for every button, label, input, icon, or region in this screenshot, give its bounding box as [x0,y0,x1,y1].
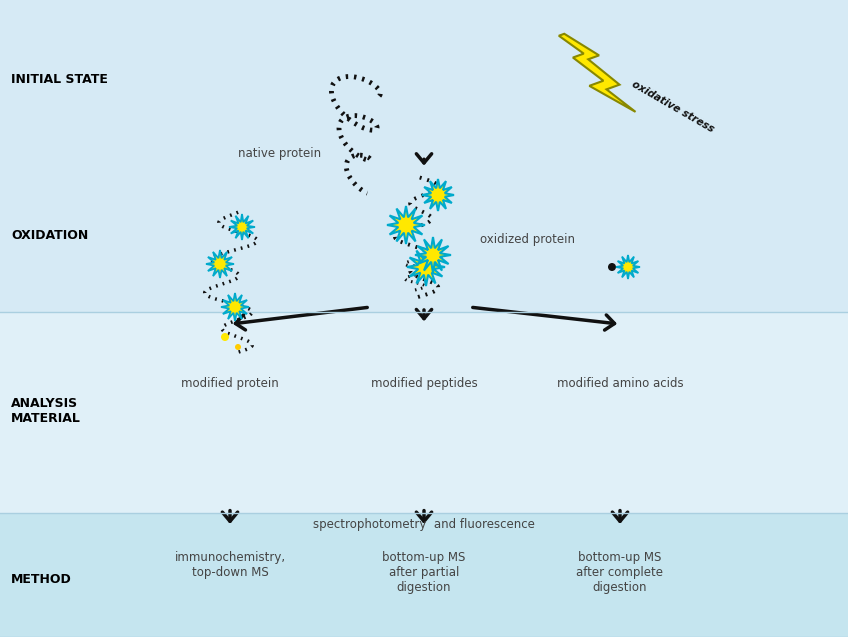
Polygon shape [559,34,635,112]
Circle shape [608,263,616,271]
Polygon shape [407,248,445,286]
Text: bottom-up MS
after partial
digestion: bottom-up MS after partial digestion [382,551,466,594]
Polygon shape [415,237,451,273]
Text: oxidized protein: oxidized protein [480,233,575,245]
Polygon shape [422,179,454,211]
Text: modified amino acids: modified amino acids [556,377,683,390]
Polygon shape [221,293,249,321]
Text: spectrophotometry  and fluorescence: spectrophotometry and fluorescence [313,518,535,531]
Circle shape [221,333,229,341]
Polygon shape [616,255,640,279]
Text: bottom-up MS
after complete
digestion: bottom-up MS after complete digestion [577,551,663,594]
Bar [0,162,848,312]
Text: native protein: native protein [238,147,321,160]
Text: immunochemistry,
top-down MS: immunochemistry, top-down MS [175,551,286,579]
Polygon shape [229,214,255,240]
Polygon shape [387,206,425,244]
Bar [0,312,848,513]
Text: ANALYSIS
MATERIAL: ANALYSIS MATERIAL [11,397,81,425]
Text: METHOD: METHOD [11,573,72,586]
Bar [0,0,848,162]
Text: oxidative stress: oxidative stress [630,80,716,134]
Polygon shape [206,250,234,278]
Text: modified peptides: modified peptides [371,377,477,390]
Text: modified protein: modified protein [181,377,279,390]
Text: OXIDATION: OXIDATION [11,229,88,242]
Bar [0,513,848,637]
Text: INITIAL STATE: INITIAL STATE [11,73,108,86]
Circle shape [235,344,241,350]
